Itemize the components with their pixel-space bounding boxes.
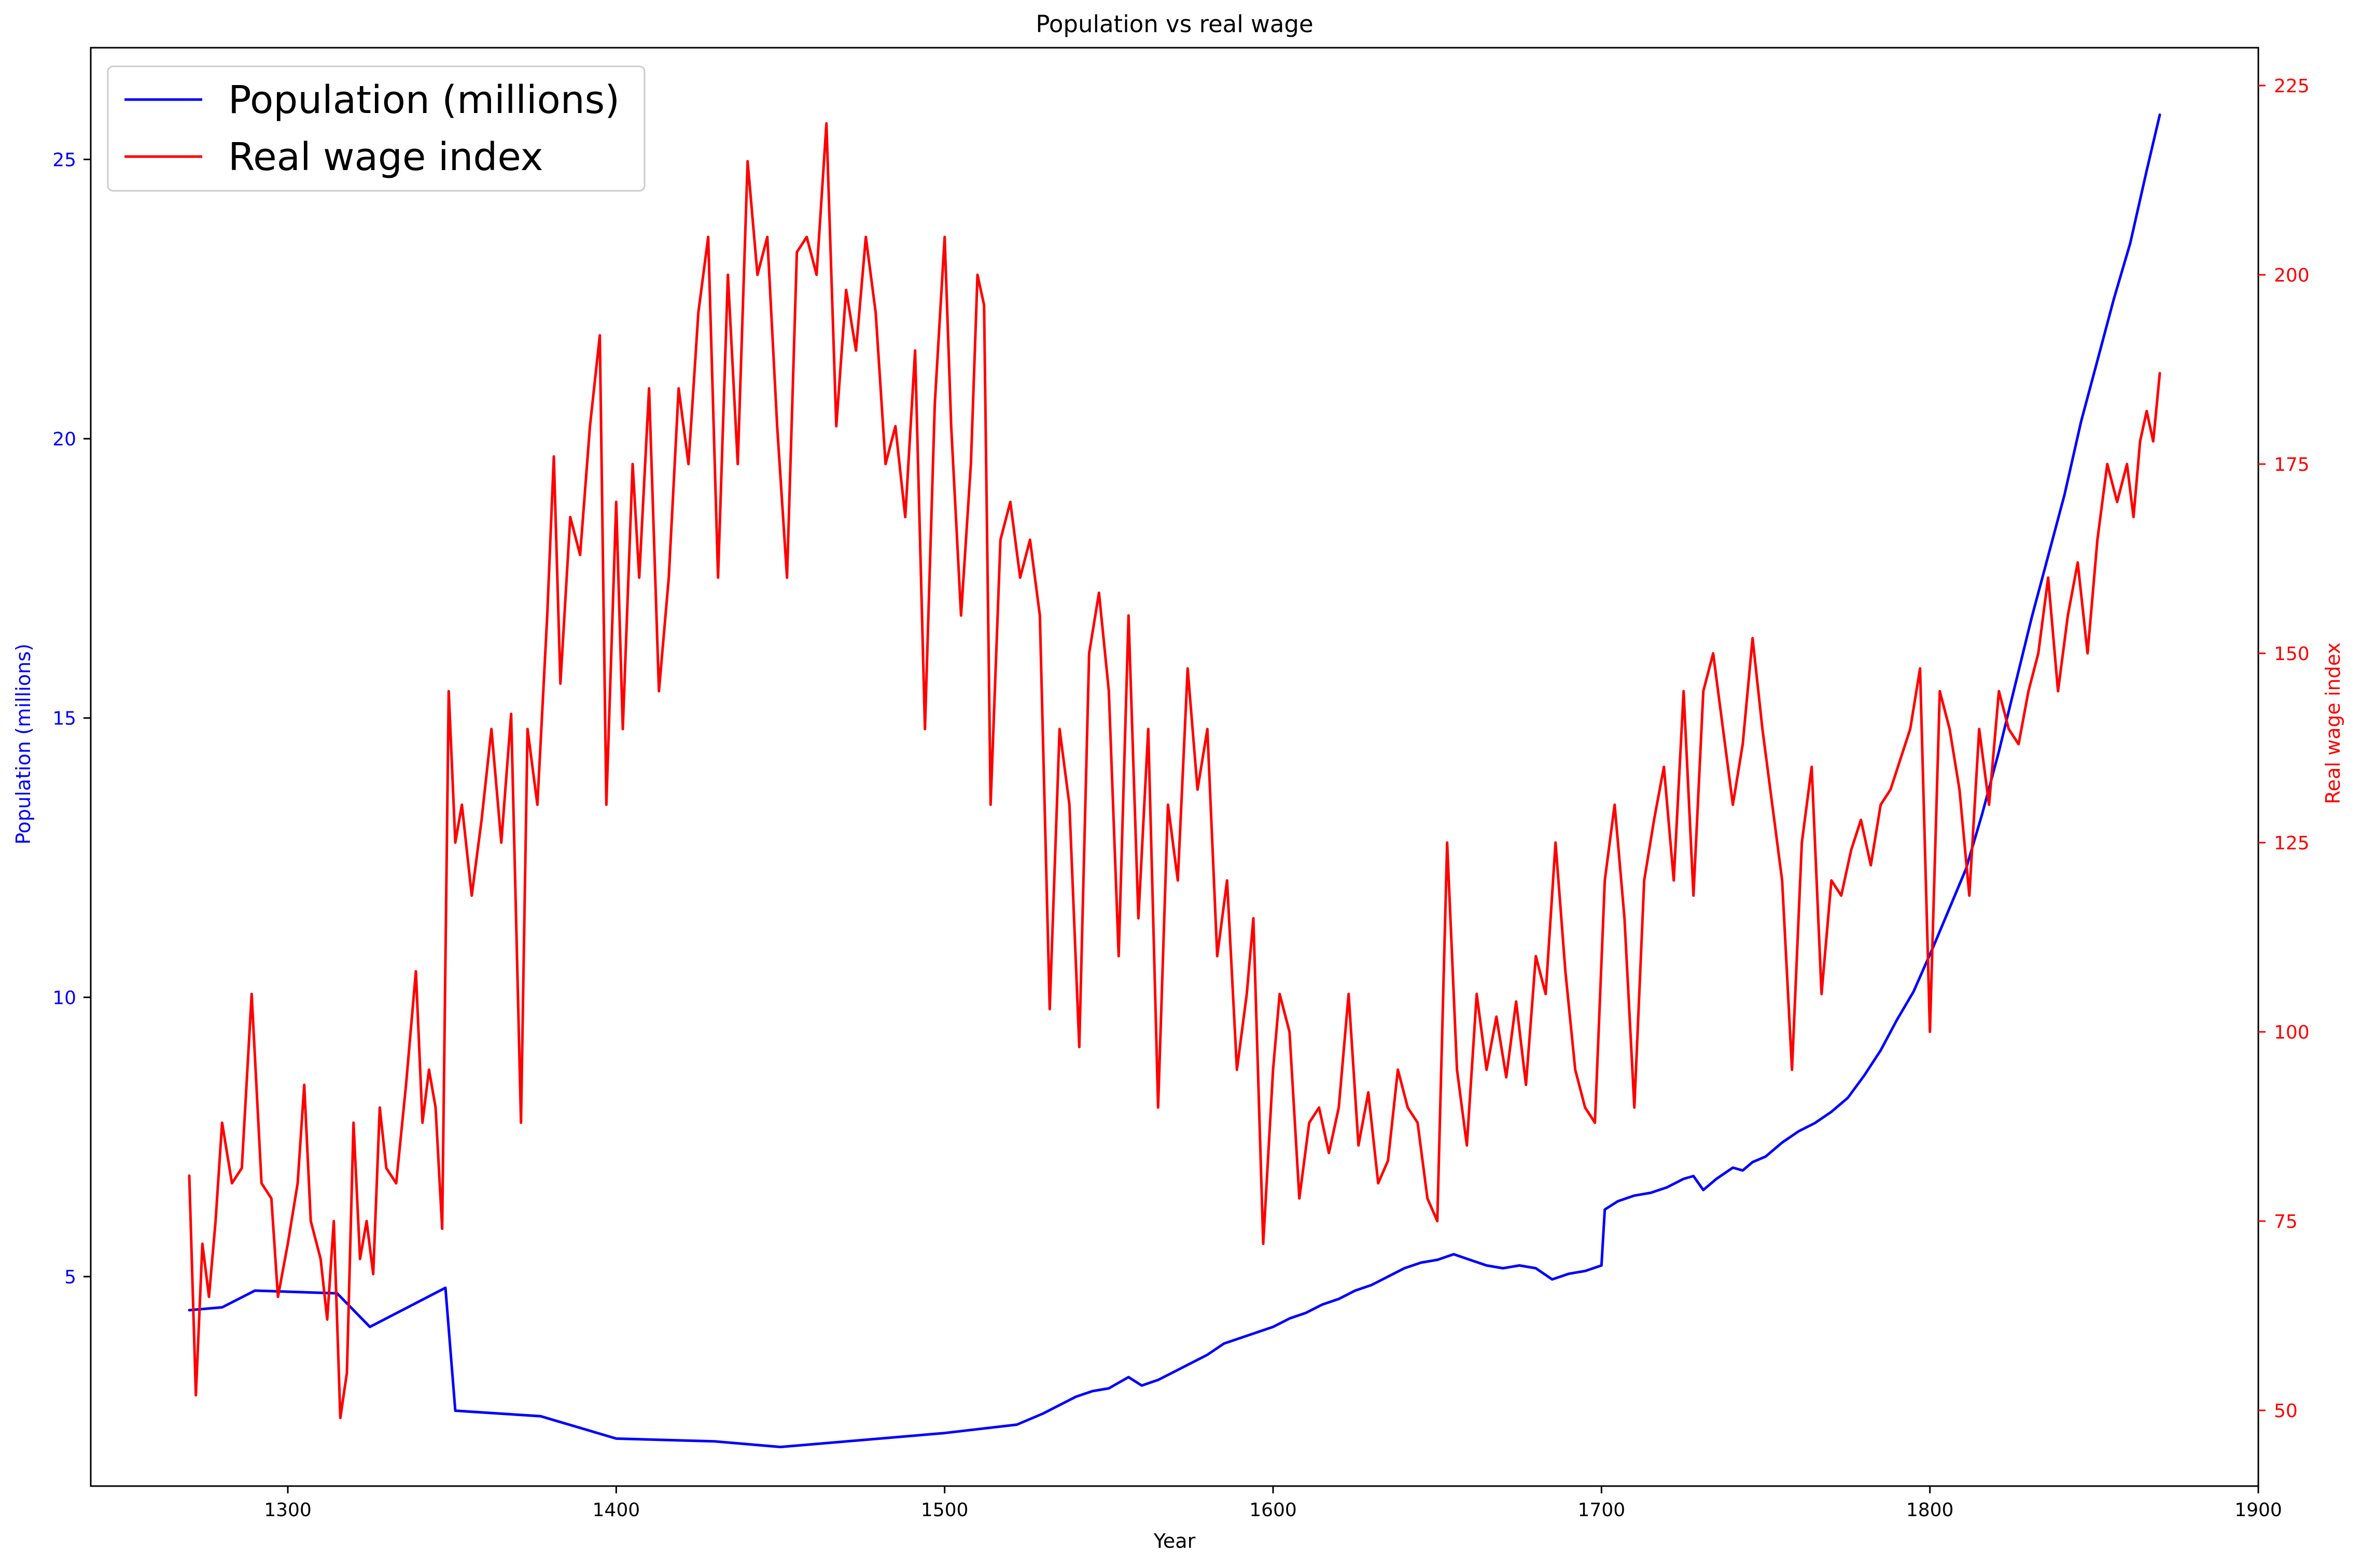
legend-label-population: Population (millions) bbox=[228, 78, 620, 122]
legend: Population (millions) Real wage index bbox=[107, 65, 646, 192]
x-tick-label: 1800 bbox=[1906, 1500, 1954, 1521]
plot-frame bbox=[90, 47, 2259, 1487]
y-right-tick-label: 125 bbox=[2274, 833, 2310, 854]
y-left-tick-label: 5 bbox=[64, 1267, 76, 1288]
x-tick-label: 1600 bbox=[1249, 1500, 1297, 1521]
chart-title: Population vs real wage bbox=[1036, 10, 1313, 38]
y-left-tick-label: 20 bbox=[52, 429, 76, 450]
x-tick-label: 1700 bbox=[1578, 1500, 1626, 1521]
x-axis-label: Year bbox=[1153, 1530, 1196, 1552]
x-tick-label: 1400 bbox=[593, 1500, 640, 1521]
y-right-tick-label: 150 bbox=[2274, 643, 2310, 665]
legend-label-wage: Real wage index bbox=[228, 135, 543, 179]
y-right-tick-label: 200 bbox=[2274, 265, 2310, 286]
x-tick-label: 1900 bbox=[2234, 1500, 2282, 1521]
y-right-tick-label: 225 bbox=[2274, 76, 2310, 97]
y-left-tick-label: 10 bbox=[52, 987, 76, 1009]
y-right-tick-label: 75 bbox=[2274, 1211, 2298, 1233]
legend-box bbox=[107, 65, 646, 192]
x-axis: 1300 1400 1500 1600 1700 1800 1900 bbox=[264, 1486, 2282, 1521]
series-layer bbox=[188, 113, 2161, 1449]
y-axis-right: 50 75 100 125 150 175 200 225 bbox=[2258, 76, 2310, 1422]
x-tick-label: 1300 bbox=[264, 1500, 312, 1521]
x-tick-label: 1500 bbox=[921, 1500, 969, 1521]
y-right-tick-label: 175 bbox=[2274, 454, 2310, 475]
wage-series-line bbox=[188, 122, 2161, 1420]
y-right-tick-label: 100 bbox=[2274, 1022, 2310, 1043]
y-axis-right-label: Real wage index bbox=[2322, 642, 2344, 804]
y-right-tick-label: 50 bbox=[2274, 1401, 2298, 1422]
plot-area bbox=[90, 47, 2259, 1487]
y-left-tick-label: 25 bbox=[52, 149, 76, 171]
y-axis-left-label: Population (millions) bbox=[12, 643, 35, 845]
y-left-tick-label: 15 bbox=[52, 708, 76, 730]
y-axis-left: 5 10 15 20 25 bbox=[52, 149, 91, 1288]
